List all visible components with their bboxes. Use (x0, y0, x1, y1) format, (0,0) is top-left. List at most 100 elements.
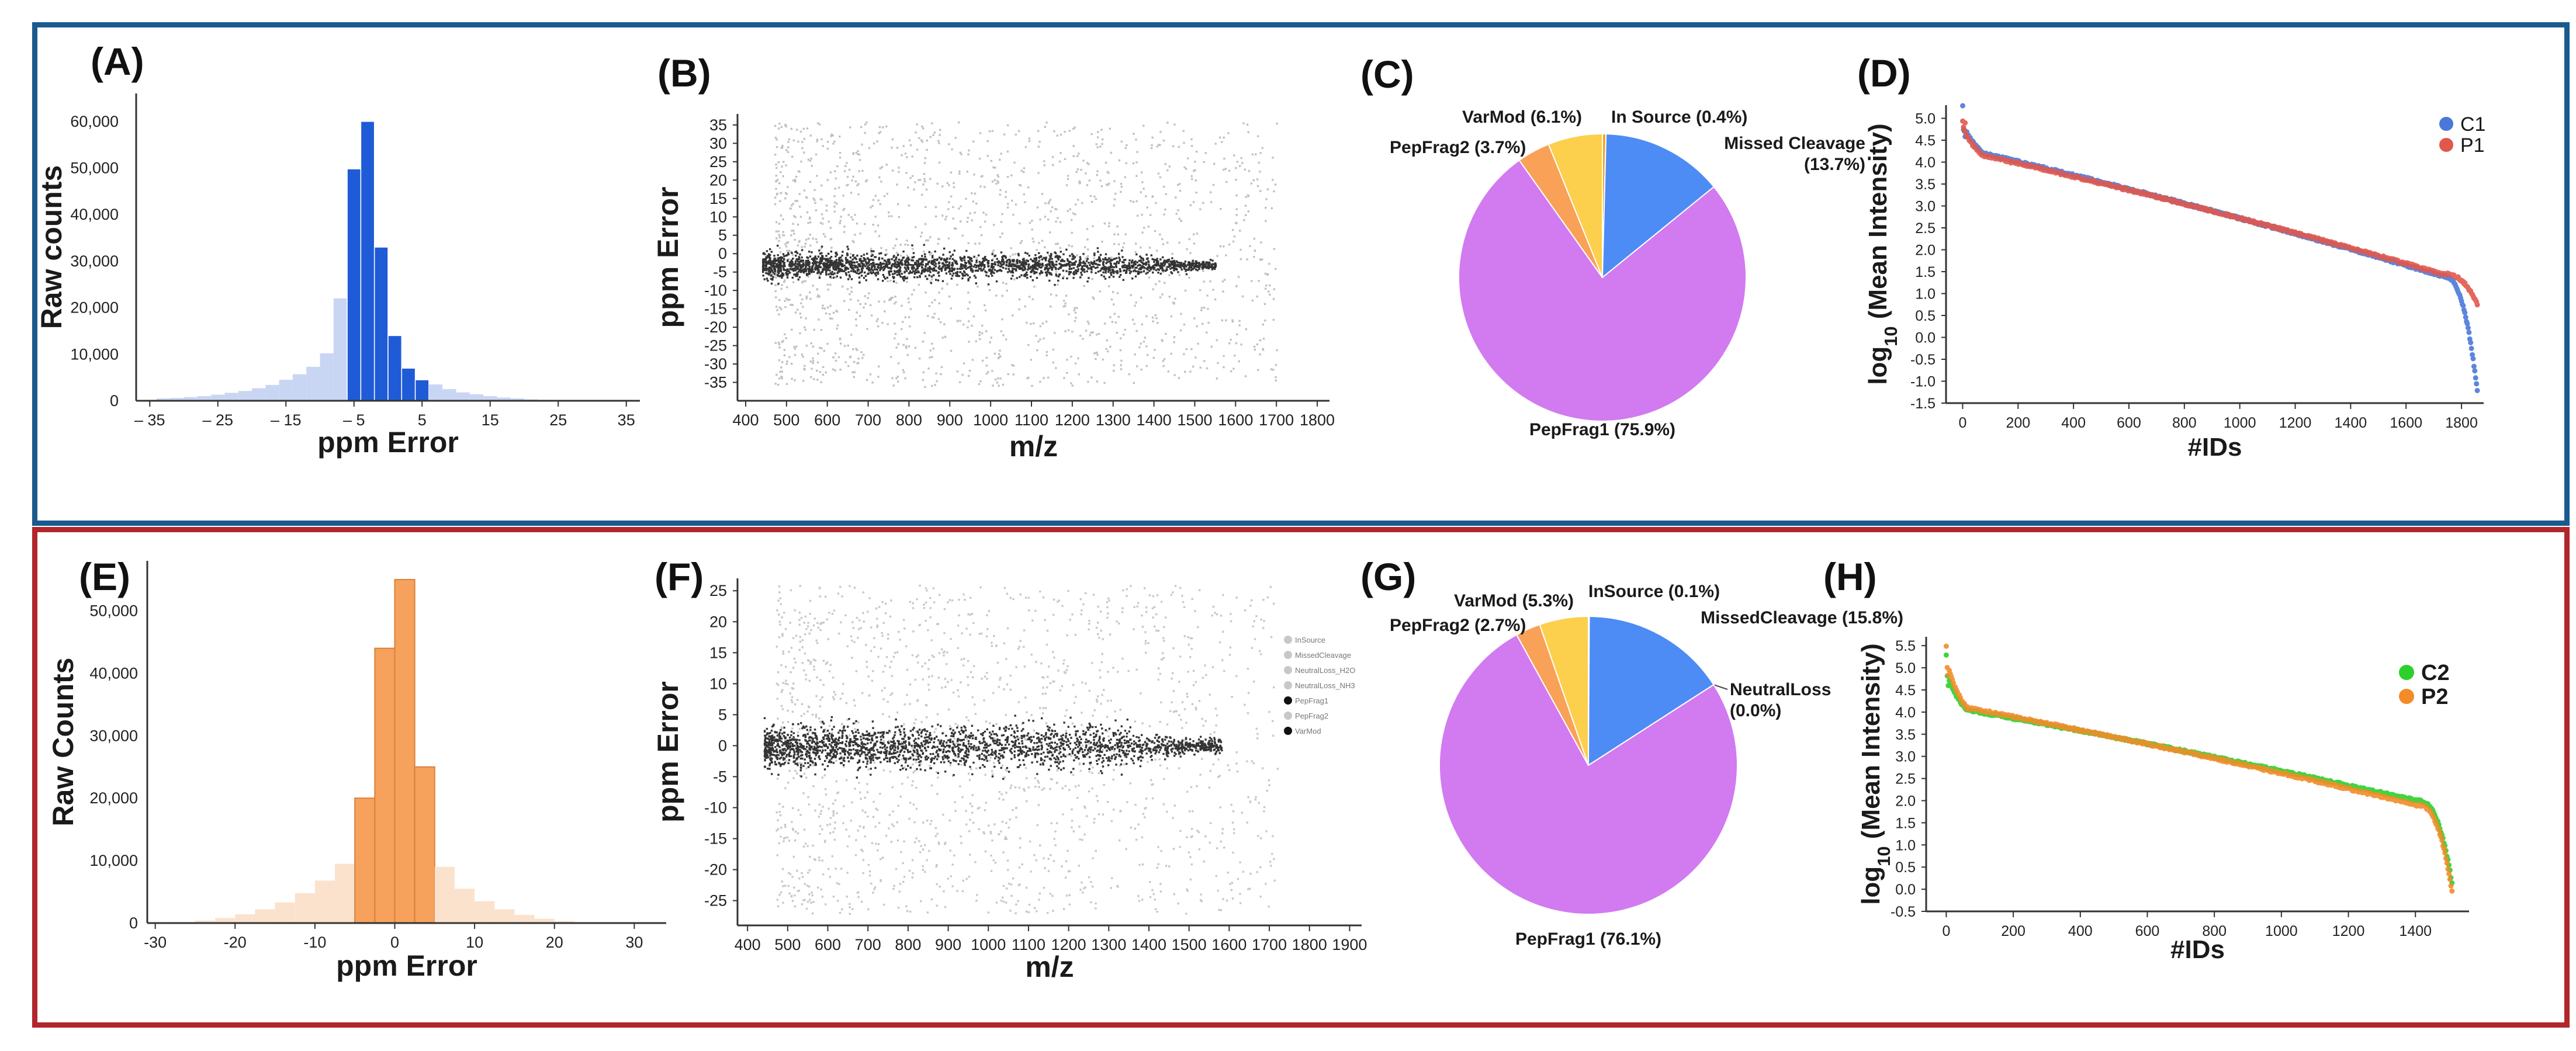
histogram-bar (333, 298, 348, 401)
histogram-bar (170, 398, 184, 401)
y-tick-label: 0 (110, 392, 119, 410)
x-tick-label: – 25 (203, 411, 234, 429)
histogram-bar (347, 168, 362, 401)
x-tick-label: 400 (2068, 923, 2093, 939)
x-tick-label: 1800 (1300, 411, 1335, 429)
x-tick-label: 1400 (2335, 415, 2367, 431)
x-tick-label: 1300 (1096, 411, 1131, 429)
x-tick-label: -20 (224, 934, 247, 951)
y-tick-label: -0.5 (1910, 352, 1936, 368)
y-tick-label: 25 (709, 153, 727, 171)
series-points-pepfrag1 (761, 244, 1217, 286)
legend-marker (1284, 696, 1292, 705)
x-tick-label: 35 (618, 411, 635, 429)
y-tick-label: -5 (713, 768, 727, 785)
x-axis-title: m/z (1009, 430, 1058, 463)
histogram-bar (314, 880, 335, 923)
histogram-bar (434, 866, 455, 923)
panel-label: (E) (79, 555, 130, 598)
x-axis-title: m/z (1025, 951, 1074, 983)
x-tick-label: 200 (2001, 923, 2026, 939)
x-tick-label: 1000 (2265, 923, 2298, 939)
x-tick-label: 600 (815, 936, 841, 953)
histogram-bar (195, 920, 216, 923)
histogram-bar (292, 374, 307, 401)
x-tick-label: -30 (144, 934, 167, 951)
x-tick-label: 800 (896, 411, 922, 429)
intensity-curve-panel: (D) 0 200 400 600 800 1000 1200 1400 1600 1800 -1.5… (1857, 51, 2485, 462)
x-tick-label: 5 (418, 411, 427, 429)
y-tick-label: 2.5 (1895, 771, 1916, 788)
intensity-curve-panel: (H) 0 200 400 600 800 1000 1200 1400 -0.5 0.0 0.5 1.… (1823, 555, 2469, 964)
histogram-panel: (A) – 35 – 25 – 15 – 5 5 15 25 35 0 10,000 20,000 30… (35, 40, 640, 459)
pie-label: VarMod (6.1%) (1462, 107, 1582, 127)
pie-label: Missed Cleavage (1724, 134, 1865, 153)
x-tick-label: 1000 (2224, 415, 2256, 431)
legend-label: MissedCleavage (1295, 651, 1351, 660)
y-tick-label: 15 (709, 644, 727, 661)
x-tick-label: 600 (2135, 923, 2160, 939)
pie-leader-line (1713, 684, 1728, 690)
histogram-bar (554, 921, 574, 923)
legend-label: P1 (2460, 134, 2485, 157)
y-tick-label: -10 (704, 799, 727, 816)
x-tick-label: 1600 (1211, 936, 1247, 953)
y-tick-label: 5 (718, 706, 727, 723)
x-tick-label: 400 (732, 411, 759, 429)
histogram-bar (320, 353, 334, 401)
legend-label: C1 (2460, 113, 2485, 136)
x-tick-label: 1600 (1218, 411, 1253, 429)
legend-label: InSource (1295, 636, 1325, 644)
x-tick-label: 1200 (2332, 923, 2365, 939)
y-tick-label: 25 (709, 582, 727, 599)
legend-marker (1284, 651, 1292, 659)
pie-slice (1539, 615, 1589, 766)
legend-label: PepFrag1 (1295, 696, 1328, 705)
y-tick-label: 0.5 (1915, 308, 1936, 324)
histogram-bar (456, 392, 470, 401)
y-tick-label: 2.0 (1915, 242, 1936, 259)
y-tick-label: 4.0 (1915, 155, 1936, 171)
pie-slice (1547, 133, 1603, 278)
y-tick-label: 3.5 (1895, 727, 1916, 743)
y-axis-title: Raw counts (35, 165, 68, 329)
y-tick-label: 5.5 (1895, 638, 1916, 654)
y-tick-label: -20 (704, 318, 727, 336)
y-axis-title: ppm Error (652, 681, 684, 823)
y-tick-label: 5.0 (1895, 660, 1916, 677)
y-tick-label: 60,000 (70, 113, 119, 130)
pie-slice (1601, 133, 1715, 279)
x-tick-label: 1600 (2390, 415, 2422, 431)
curve-points-c2 (1943, 652, 2455, 886)
panel-label: (F) (655, 555, 704, 598)
series-points-other (774, 121, 1278, 389)
pie-slice (1457, 159, 1747, 422)
legend-marker (1284, 666, 1292, 674)
x-tick-label: 800 (2202, 923, 2227, 939)
top-panel-frame (32, 22, 2570, 526)
y-tick-label: 10 (709, 675, 727, 692)
legend-label: VarMod (1295, 727, 1321, 736)
histogram-bar (335, 863, 355, 923)
x-tick-label: 500 (774, 936, 801, 953)
y-tick-label: 10,000 (89, 852, 138, 869)
y-tick-label: 40,000 (70, 206, 119, 223)
y-axis-title: log10 (Mean Intensity) (1864, 123, 1901, 384)
x-axis-title: #IDs (2170, 935, 2225, 964)
y-tick-label: 0.0 (1915, 330, 1936, 346)
histogram-bar (497, 397, 511, 401)
histogram-bar (255, 909, 275, 923)
y-tick-label: 30,000 (70, 252, 119, 270)
x-tick-label: 1400 (2399, 923, 2432, 939)
x-axis-title: #IDs (2188, 433, 2242, 462)
histogram-bar (394, 579, 416, 924)
x-tick-label: 1900 (1332, 936, 1367, 953)
histogram-bar (224, 393, 238, 401)
y-tick-label: 3.5 (1915, 176, 1936, 193)
pie-panel: (C) In Source (0.4%) Missed Cleavage (13.7%… (1360, 53, 1865, 439)
pie-label: InSource (0.1%) (1588, 582, 1720, 601)
histogram-bar (428, 384, 443, 401)
y-tick-label: 4.5 (1895, 682, 1916, 699)
histogram-bar (215, 918, 236, 923)
